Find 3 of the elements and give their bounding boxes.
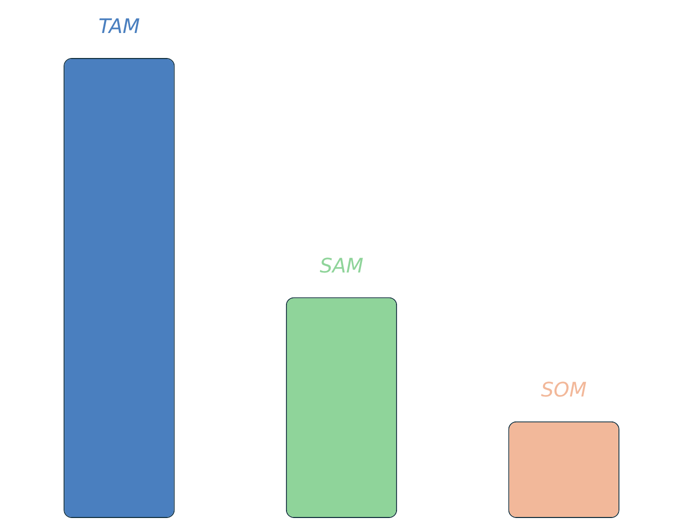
x-tick-label: SOM — [540, 378, 587, 402]
x-tick-label: TAM — [98, 14, 140, 38]
x-tick-label: SAM — [320, 253, 364, 278]
